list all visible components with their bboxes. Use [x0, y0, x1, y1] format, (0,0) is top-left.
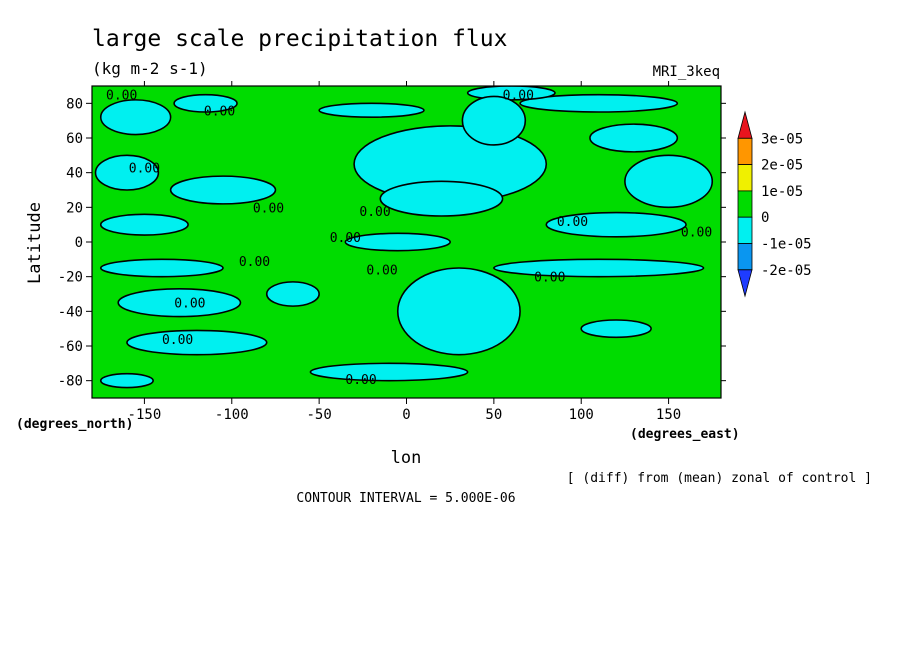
contour-label: 0.00 — [681, 226, 712, 241]
contour-labels-layer: 0.00 0.00 0.00 0.00 0.00 0.00 0.00 0.00 0.00 0.00… — [106, 89, 712, 388]
region-n-high-center — [318, 102, 425, 119]
region-n-high-east — [519, 93, 679, 113]
y-tick-label: 40 — [66, 166, 83, 182]
contour-label: 0.00 — [359, 205, 390, 220]
y-axis: -80 -60 -40 -20 0 20 40 60 80 — [58, 96, 726, 390]
x-tick-label: 150 — [656, 407, 681, 423]
region-equator-center — [344, 232, 451, 252]
x-tick-label: -50 — [306, 407, 331, 423]
contour-label: 0.00 — [253, 201, 284, 216]
region-pacific-north-west — [94, 154, 160, 191]
region-south-west-1 — [117, 287, 242, 318]
x-tick-label: 100 — [569, 407, 594, 423]
region-south-high-west — [99, 372, 154, 389]
contour-label: 0.00 — [129, 161, 160, 176]
x-tick-label: -100 — [215, 407, 249, 423]
region-south-west-2 — [265, 281, 320, 307]
contour-label: 0.00 — [239, 255, 270, 270]
colorbar-segment — [737, 216, 753, 244]
y-axis-label: Latitude — [25, 202, 45, 284]
plot-area: 0.00 0.00 0.00 0.00 0.00 0.00 0.00 0.00 0.00 0.00… — [91, 85, 722, 399]
contour-label: 0.00 — [534, 271, 565, 286]
contour-interval-label: CONTOUR INTERVAL = 5.000E-06 — [296, 491, 515, 506]
y-units-label: (degrees_north) — [16, 417, 133, 432]
colorbar-label: -2e-05 — [761, 263, 812, 279]
colorbar-segment — [737, 137, 753, 166]
contour-label: 0.00 — [162, 333, 193, 348]
region-south-high-center — [309, 362, 469, 382]
x-axis: -150 -100 -50 0 50 100 150 — [128, 81, 681, 423]
y-tick-label: 80 — [66, 96, 83, 112]
y-tick-label: -60 — [58, 339, 83, 355]
regions-layer — [94, 86, 714, 389]
colorbar-segment — [737, 243, 753, 271]
model-label: MRI_3keq — [653, 64, 720, 80]
region-south-atlantic — [396, 267, 521, 356]
region-south-mid-1 — [126, 329, 268, 356]
x-axis-label: lon — [391, 448, 422, 468]
y-tick-label: -20 — [58, 270, 83, 286]
region-s-subtrop-band — [99, 258, 224, 278]
contour-label: 0.00 — [330, 231, 361, 246]
colorbar-label: 3e-05 — [761, 131, 803, 147]
region-n-east-2 — [589, 123, 679, 153]
region-n-mid-east — [624, 154, 714, 209]
colorbar-segment — [737, 164, 753, 192]
colorbar-top-arrow — [737, 110, 753, 139]
units-label: (kg m-2 s-1) — [92, 59, 208, 78]
colorbar-label: 1e-05 — [761, 184, 803, 200]
x-tick-label: 50 — [485, 407, 502, 423]
y-tick-label: 60 — [66, 131, 83, 147]
colorbar: 3e-05 2e-05 1e-05 0 -1e-05 -2e-05 — [737, 110, 812, 298]
region-n-high-band-west — [99, 99, 172, 136]
contour-label: 0.00 — [174, 297, 205, 312]
region-pacific-north-mid — [169, 175, 277, 205]
contour-label: 0.00 — [366, 264, 397, 279]
y-tick-label: -80 — [58, 374, 83, 390]
x-tick-label: -150 — [128, 407, 162, 423]
chart-title: large scale precipitation flux — [92, 26, 507, 52]
region-subtrop-west — [99, 213, 189, 236]
y-tick-label: 0 — [75, 235, 83, 251]
contour-label: 0.00 — [345, 373, 376, 388]
region-equator-east — [545, 211, 687, 238]
region-s-subtrop-east — [493, 258, 705, 278]
y-tick-label: -40 — [58, 304, 83, 320]
colorbar-label: 2e-05 — [761, 158, 803, 174]
contour-label: 0.00 — [503, 89, 534, 104]
colorbar-segment — [737, 190, 753, 218]
region-north-central-tongue — [379, 180, 504, 217]
colorbar-label: -1e-05 — [761, 237, 812, 253]
region-n-high-band-w2 — [173, 93, 238, 113]
region-euro-north — [461, 95, 527, 146]
note-label: [ (diff) from (mean) zonal of control ] — [567, 471, 872, 486]
x-units-label: (degrees_east) — [630, 427, 740, 442]
contour-label: 0.00 — [106, 89, 137, 104]
y-tick-label: 20 — [66, 200, 83, 216]
region-south-east-mid — [580, 319, 652, 339]
contour-label: 0.00 — [557, 215, 588, 230]
contour-label: 0.00 — [204, 104, 235, 119]
colorbar-bottom-arrow — [737, 269, 753, 298]
x-tick-label: 0 — [402, 407, 410, 423]
colorbar-label: 0 — [761, 210, 769, 226]
